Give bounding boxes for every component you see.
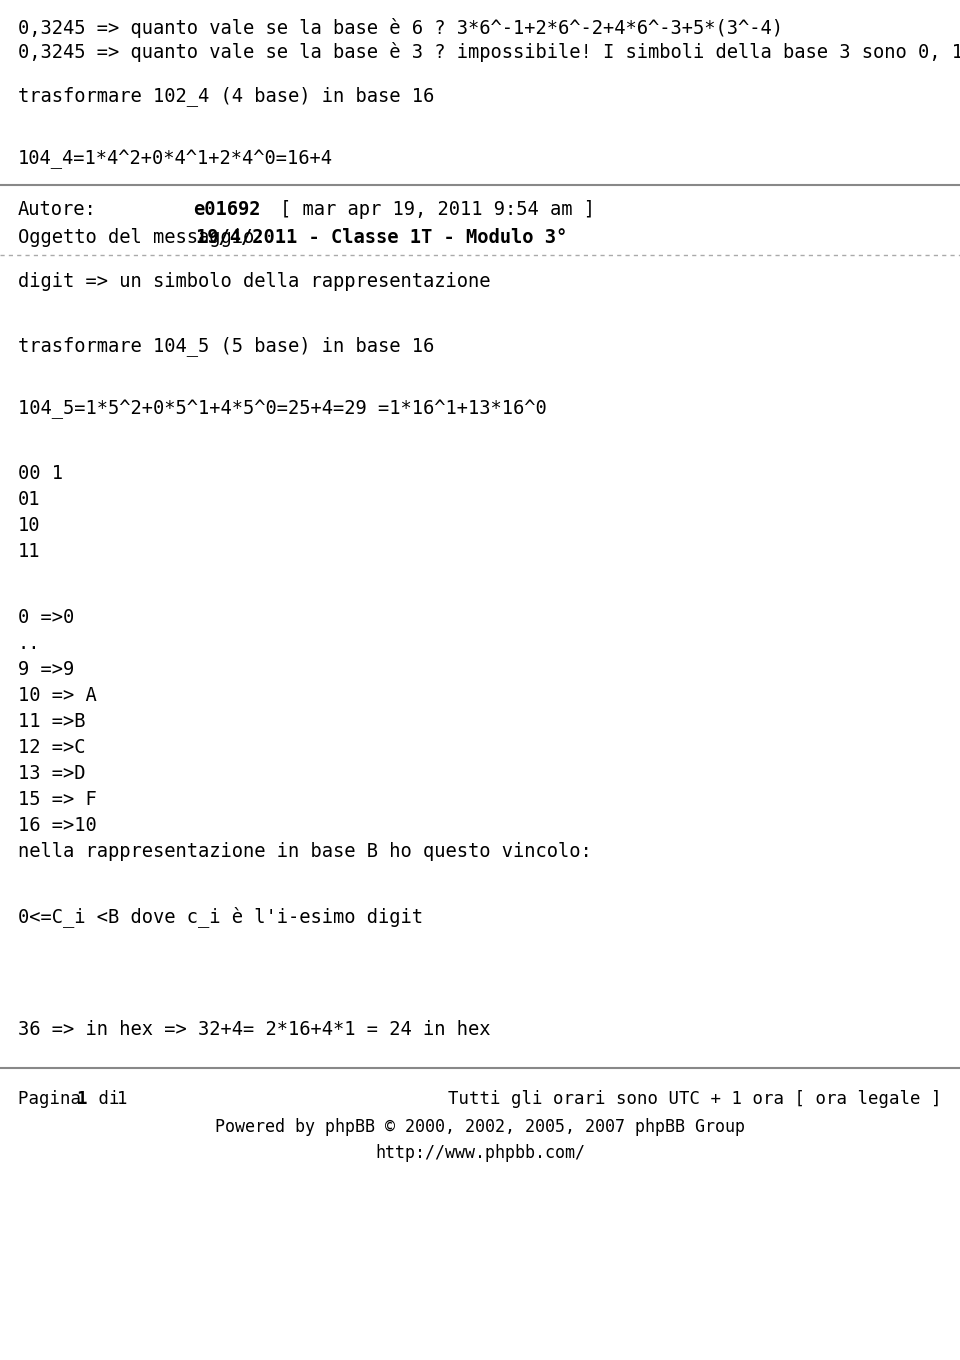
Text: 12 =>C: 12 =>C [18, 738, 85, 758]
Text: Powered by phpBB © 2000, 2002, 2005, 2007 phpBB Group: Powered by phpBB © 2000, 2002, 2005, 200… [215, 1118, 745, 1136]
Text: 00 1: 00 1 [18, 464, 63, 483]
Text: Autore:: Autore: [18, 200, 97, 219]
Text: 0,3245 => quanto vale se la base è 6 ? 3*6^-1+2*6^-2+4*6^-3+5*(3^-4): 0,3245 => quanto vale se la base è 6 ? 3… [18, 18, 783, 38]
Text: 104_4=1*4^2+0*4^1+2*4^0=16+4: 104_4=1*4^2+0*4^1+2*4^0=16+4 [18, 150, 333, 170]
Text: 11 =>B: 11 =>B [18, 713, 85, 732]
Text: 13 =>D: 13 =>D [18, 764, 85, 783]
Text: 10 => A: 10 => A [18, 685, 97, 704]
Text: 104_5=1*5^2+0*5^1+4*5^0=25+4=29 =1*16^1+13*16^0: 104_5=1*5^2+0*5^1+4*5^0=25+4=29 =1*16^1+… [18, 400, 547, 419]
Text: di: di [88, 1089, 130, 1108]
Text: 9 =>9: 9 =>9 [18, 660, 74, 679]
Text: 0<=C_i <B dove c_i è l'i-esimo digit: 0<=C_i <B dove c_i è l'i-esimo digit [18, 906, 423, 928]
Text: Tutti gli orari sono UTC + 1 ora [ ora legale ]: Tutti gli orari sono UTC + 1 ora [ ora l… [448, 1089, 942, 1108]
Text: 11: 11 [18, 543, 40, 560]
Text: Oggetto del messaggio:: Oggetto del messaggio: [18, 228, 276, 248]
Text: nella rappresentazione in base B ho questo vincolo:: nella rappresentazione in base B ho ques… [18, 842, 591, 861]
Text: 01: 01 [18, 490, 40, 509]
Text: 36 => in hex => 32+4= 2*16+4*1 = 24 in hex: 36 => in hex => 32+4= 2*16+4*1 = 24 in h… [18, 1020, 491, 1039]
Text: 19/4/2011 - Classe 1T - Modulo 3°: 19/4/2011 - Classe 1T - Modulo 3° [196, 228, 567, 248]
Text: 1: 1 [76, 1089, 86, 1108]
Text: digit => un simbolo della rappresentazione: digit => un simbolo della rappresentazio… [18, 272, 491, 291]
Text: [ mar apr 19, 2011 9:54 am ]: [ mar apr 19, 2011 9:54 am ] [280, 200, 595, 219]
Text: ..: .. [18, 634, 40, 653]
Text: 10: 10 [18, 515, 40, 534]
Text: 0 =>0: 0 =>0 [18, 608, 74, 627]
Text: trasformare 104_5 (5 base) in base 16: trasformare 104_5 (5 base) in base 16 [18, 336, 434, 356]
Text: http://www.phpbb.com/: http://www.phpbb.com/ [375, 1144, 585, 1161]
Text: 0,3245 => quanto vale se la base è 3 ? impossibile! I simboli della base 3 sono : 0,3245 => quanto vale se la base è 3 ? i… [18, 42, 960, 63]
Text: 1: 1 [117, 1089, 128, 1108]
Text: 16 =>10: 16 =>10 [18, 816, 97, 835]
Text: 15 => F: 15 => F [18, 790, 97, 809]
Text: e01692: e01692 [193, 200, 260, 219]
Text: trasformare 102_4 (4 base) in base 16: trasformare 102_4 (4 base) in base 16 [18, 86, 434, 106]
Text: Pagina: Pagina [18, 1089, 91, 1108]
